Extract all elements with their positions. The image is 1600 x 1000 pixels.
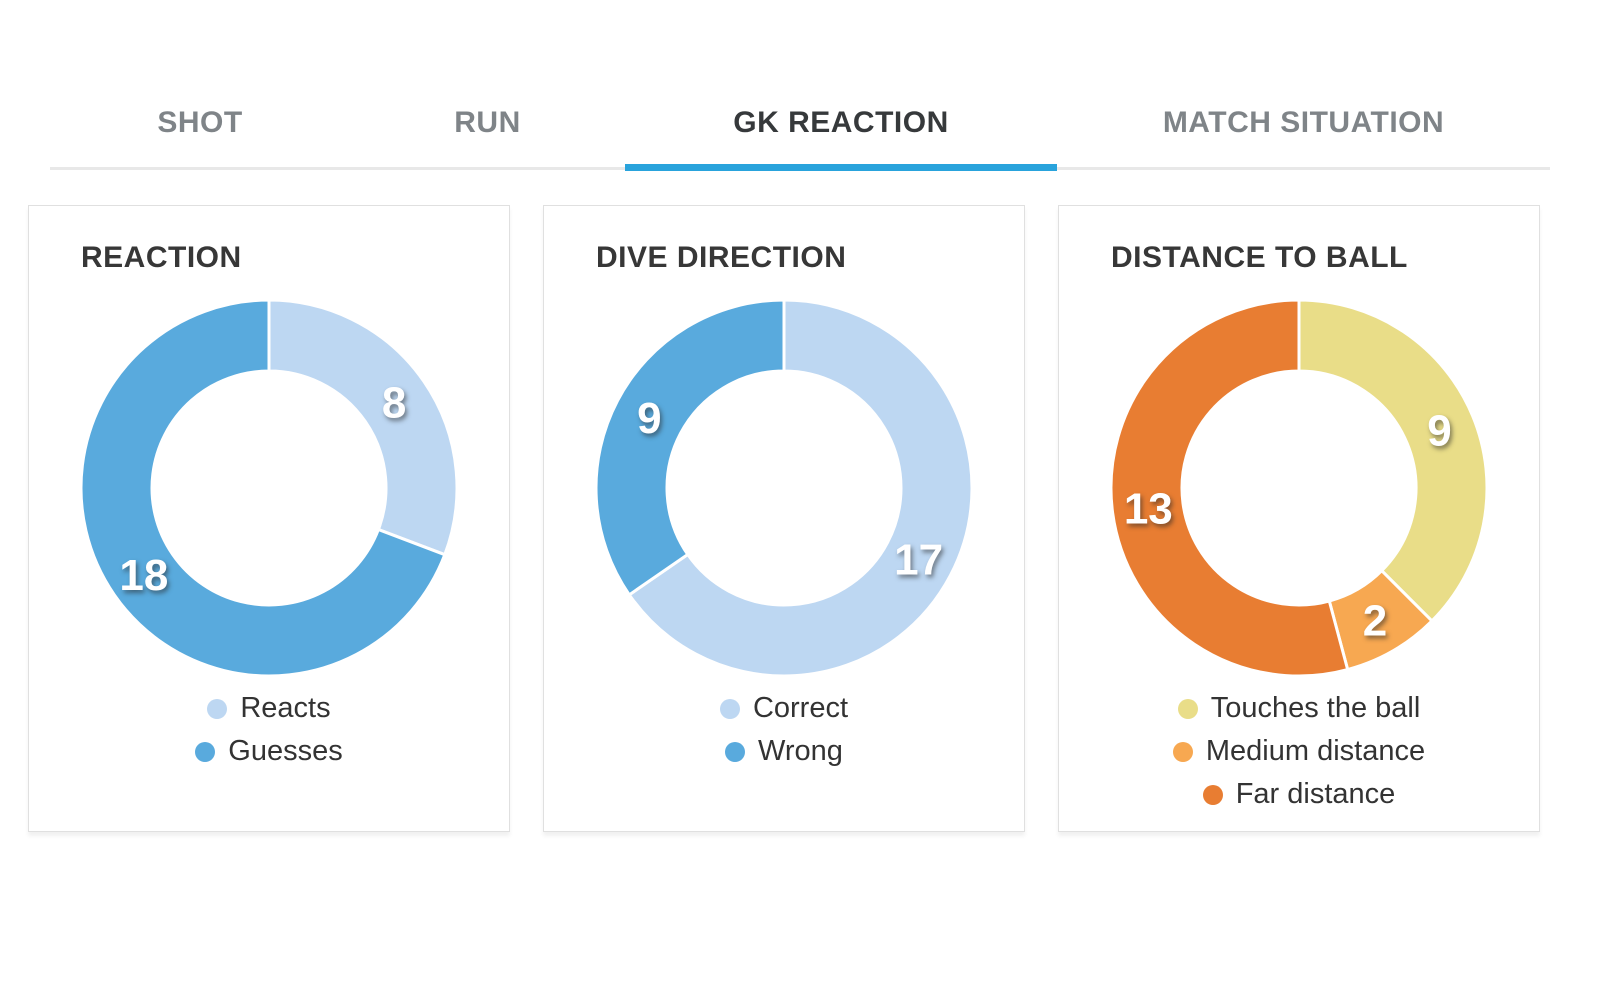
- donut-chart: 17 9: [594, 298, 974, 678]
- legend-item-wrong: Wrong: [544, 730, 1024, 773]
- chart-legend: Correct Wrong: [544, 687, 1024, 773]
- legend-label: Wrong: [758, 735, 843, 767]
- donut-segment-correct: [627, 298, 974, 678]
- legend-item-guesses: Guesses: [29, 730, 509, 773]
- tab-shot[interactable]: SHOT: [157, 105, 243, 139]
- donut-segment-reacts: [267, 298, 459, 557]
- legend-dot-icon: [207, 698, 228, 719]
- chart-card-distance-to-ball: DISTANCE TO BALL 9 2 13 Touches the ball Medi…: [1058, 205, 1540, 832]
- chart-legend: Touches the ball Medium distance Far dista…: [1059, 687, 1539, 816]
- legend-label: Medium distance: [1205, 735, 1426, 767]
- legend-dot-icon: [1202, 784, 1223, 805]
- tab-match-situation[interactable]: MATCH SITUATION: [1162, 105, 1445, 139]
- donut-segment-touches-the-ball: [1297, 298, 1489, 624]
- legend-dot-icon: [1172, 741, 1193, 762]
- segment-value-label: 9: [637, 394, 661, 443]
- legend-label: Touches the ball: [1210, 692, 1421, 724]
- card-title: DISTANCE TO BALL: [1111, 241, 1408, 274]
- segment-value-label: 13: [1124, 485, 1173, 534]
- legend-label: Far distance: [1235, 778, 1396, 810]
- legend-item-touches-the-ball: Touches the ball: [1059, 687, 1539, 730]
- donut-chart-area: 8 18: [77, 296, 461, 680]
- legend-dot-icon: [725, 741, 746, 762]
- segment-value-label: 2: [1363, 596, 1387, 645]
- tab-run[interactable]: RUN: [454, 105, 521, 139]
- legend-item-correct: Correct: [544, 687, 1024, 730]
- segment-value-label: 8: [382, 378, 406, 427]
- legend-dot-icon: [1177, 698, 1198, 719]
- donut-chart: 9 2 13: [1109, 298, 1489, 678]
- chart-card-reaction: REACTION 8 18 Reacts Guesses: [28, 205, 510, 832]
- tab-bar: SHOT RUN GK REACTION MATCH SITUATION: [50, 78, 1550, 171]
- donut-segment-guesses: [79, 298, 447, 678]
- legend-item-far-distance: Far distance: [1059, 773, 1539, 816]
- chart-legend: Reacts Guesses: [29, 687, 509, 773]
- donut-chart-area: 9 2 13: [1107, 296, 1491, 680]
- legend-dot-icon: [195, 741, 216, 762]
- segment-value-label: 9: [1427, 407, 1451, 456]
- legend-label: Reacts: [240, 692, 331, 724]
- legend-label: Correct: [752, 692, 849, 724]
- donut-segment-far-distance: [1109, 298, 1350, 678]
- legend-item-medium-distance: Medium distance: [1059, 730, 1539, 773]
- charts-row: REACTION 8 18 Reacts Guesses DIVE DIRECTION 17…: [0, 205, 1600, 832]
- card-title: REACTION: [81, 241, 242, 274]
- card-title: DIVE DIRECTION: [596, 241, 847, 274]
- segment-value-label: 18: [119, 551, 168, 600]
- donut-chart: 8 18: [79, 298, 459, 678]
- donut-chart-area: 17 9: [592, 296, 976, 680]
- legend-label: Guesses: [228, 735, 343, 767]
- legend-dot-icon: [719, 698, 740, 719]
- chart-card-dive-direction: DIVE DIRECTION 17 9 Correct Wrong: [543, 205, 1025, 832]
- legend-item-reacts: Reacts: [29, 687, 509, 730]
- donut-segment-wrong: [594, 298, 786, 597]
- tab-gk-reaction[interactable]: GK REACTION: [625, 78, 1057, 171]
- segment-value-label: 17: [894, 535, 943, 584]
